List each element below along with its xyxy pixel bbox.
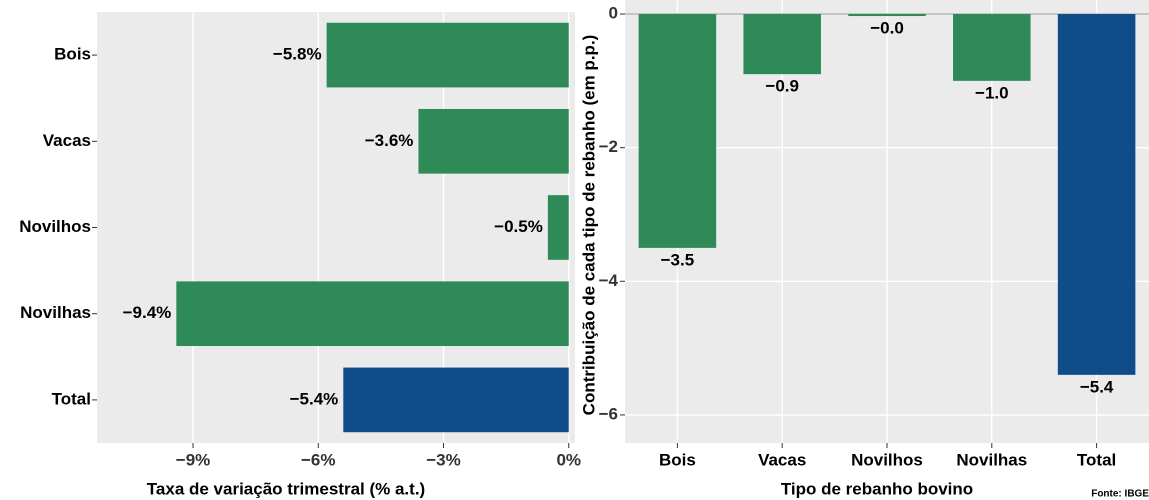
bar bbox=[418, 108, 569, 174]
x-tick-label: −3% bbox=[426, 450, 461, 469]
y-tick-label: Novilhos bbox=[19, 217, 91, 236]
value-label: −1.0 bbox=[975, 83, 1009, 102]
x-tick-label: Vacas bbox=[758, 450, 806, 469]
value-label: −9.4% bbox=[123, 303, 172, 322]
value-label: −0.9 bbox=[765, 77, 799, 96]
x-axis-title: Taxa de variação trimestral (% a.t.) bbox=[147, 479, 425, 498]
x-tick-label: Novilhas bbox=[956, 450, 1027, 469]
y-tick-label: Bois bbox=[54, 45, 91, 64]
y-tick-label: Vacas bbox=[43, 131, 91, 150]
bar bbox=[848, 14, 926, 17]
bar bbox=[176, 281, 569, 347]
y-tick-label: Total bbox=[52, 389, 91, 408]
x-tick-label: −6% bbox=[301, 450, 336, 469]
bar bbox=[638, 14, 717, 248]
value-label: −5.4% bbox=[290, 389, 339, 408]
value-label: −3.5 bbox=[661, 250, 695, 269]
x-tick-label: −9% bbox=[176, 450, 211, 469]
x-tick-label: Novilhos bbox=[851, 450, 923, 469]
x-tick-label: Bois bbox=[659, 450, 696, 469]
x-tick-label: Total bbox=[1077, 450, 1116, 469]
bar bbox=[743, 14, 821, 75]
x-axis-title: Tipo de rebanho bovino bbox=[781, 479, 973, 498]
y-tick-label: 0 bbox=[609, 4, 618, 23]
y-tick-label: −4 bbox=[599, 271, 619, 290]
source-note: Fonte: IBGE bbox=[1091, 489, 1149, 500]
y-tick-label: −6 bbox=[599, 404, 618, 423]
y-tick-label: −2 bbox=[599, 137, 618, 156]
bar bbox=[326, 22, 569, 88]
x-tick-label: 0% bbox=[556, 450, 581, 469]
value-label: −0.5% bbox=[494, 217, 543, 236]
value-label: −5.8% bbox=[273, 45, 322, 64]
bar bbox=[953, 14, 1031, 81]
y-axis-title: Contribuição de cada tipo de rebanho (em… bbox=[579, 35, 598, 416]
value-label: −5.4 bbox=[1080, 377, 1114, 396]
value-label: −3.6% bbox=[365, 131, 414, 150]
bar bbox=[1057, 14, 1136, 375]
bar bbox=[547, 195, 569, 260]
y-tick-label: Novilhas bbox=[20, 303, 91, 322]
bar bbox=[343, 367, 569, 433]
value-label: −0.0 bbox=[870, 19, 904, 38]
